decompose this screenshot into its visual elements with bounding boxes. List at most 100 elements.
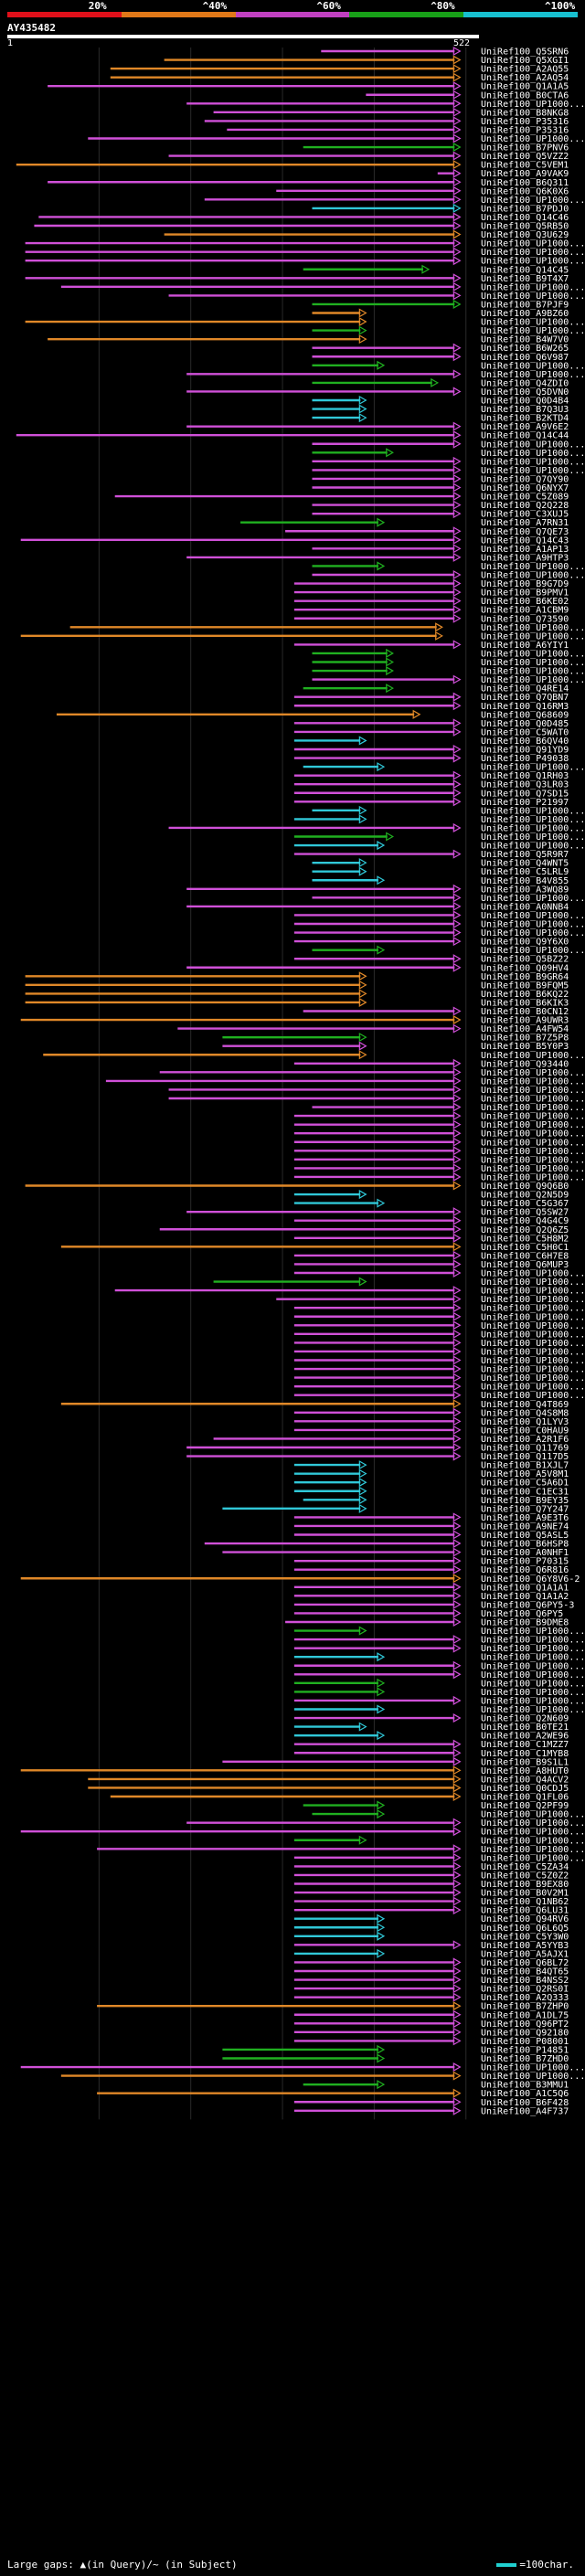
hit-label[interactable]: UniRef100_Q9Q6B0: [481, 1182, 569, 1192]
hit-label[interactable]: UniRef100_UP1000...: [481, 1373, 585, 1383]
hit-label[interactable]: UniRef100_UP1000...: [481, 675, 585, 685]
hit-label[interactable]: UniRef100_A2AQ55: [481, 65, 569, 75]
hit-label[interactable]: UniRef100_B4NSS2: [481, 1976, 569, 1986]
hit-label[interactable]: UniRef100_Q1A1A2: [481, 1592, 569, 1602]
hit-label[interactable]: UniRef100_Q6K0X6: [481, 186, 569, 196]
hit-label[interactable]: UniRef100_UP1000...: [481, 1068, 585, 1078]
hit-label[interactable]: UniRef100_Q1NB62: [481, 1897, 569, 1907]
hit-label[interactable]: UniRef100_B7PNV6: [481, 143, 569, 154]
hit-label[interactable]: UniRef100_C1EC31: [481, 1487, 569, 1497]
hit-label[interactable]: UniRef100_UP1000...: [481, 1845, 585, 1855]
hit-label[interactable]: UniRef100_UP1000...: [481, 1347, 585, 1357]
hit-label[interactable]: UniRef100_Q2N5D9: [481, 1191, 569, 1201]
hit-label[interactable]: UniRef100_B4W7V0: [481, 335, 569, 345]
hit-label[interactable]: UniRef100_UP1000...: [481, 134, 585, 144]
hit-label[interactable]: UniRef100_Q4RE14: [481, 684, 569, 694]
hit-label[interactable]: UniRef100_B0CN12: [481, 1007, 569, 1017]
hit-label[interactable]: UniRef100_Q7QY90: [481, 474, 569, 484]
hit-label[interactable]: UniRef100_UP1000...: [481, 920, 585, 930]
hit-label[interactable]: UniRef100_UP1000...: [481, 562, 585, 572]
hit-label[interactable]: UniRef100_B9S1L1: [481, 1757, 569, 1767]
hit-label[interactable]: UniRef100_P08001: [481, 2037, 569, 2047]
hit-label[interactable]: UniRef100_Q96PT2: [481, 2019, 569, 2030]
hit-label[interactable]: UniRef100_Q4ACV2: [481, 1775, 569, 1785]
hit-label[interactable]: UniRef100_UP1000...: [481, 1312, 585, 1322]
hit-label[interactable]: UniRef100_Q7QE73: [481, 527, 569, 537]
hit-label[interactable]: UniRef100_A4FW54: [481, 1024, 569, 1034]
hit-label[interactable]: UniRef100_UP1000...: [481, 1644, 585, 1654]
hit-label[interactable]: UniRef100_B9T4X7: [481, 274, 569, 284]
hit-label[interactable]: UniRef100_C5H0C1: [481, 1243, 569, 1253]
hit-label[interactable]: UniRef100_B9GR64: [481, 972, 569, 982]
hit-label[interactable]: UniRef100_UP1000...: [481, 1330, 585, 1340]
hit-label[interactable]: UniRef100_Q5RB50: [481, 222, 569, 232]
hit-label[interactable]: UniRef100_UP1000...: [481, 1095, 585, 1105]
hit-label[interactable]: UniRef100_UP1000...: [481, 1051, 585, 1061]
hit-label[interactable]: UniRef100_UP1000...: [481, 1321, 585, 1331]
hit-label[interactable]: UniRef100_P70315: [481, 1557, 569, 1567]
hit-label[interactable]: UniRef100_Q6R816: [481, 1565, 569, 1575]
hit-label[interactable]: UniRef100_UP1000...: [481, 623, 585, 633]
hit-label[interactable]: UniRef100_B9DME8: [481, 1618, 569, 1628]
hit-label[interactable]: UniRef100_Q7Y247: [481, 1504, 569, 1514]
hit-label[interactable]: UniRef100_A2AQ54: [481, 73, 569, 83]
hit-label[interactable]: UniRef100_P14851: [481, 2045, 569, 2055]
hit-label[interactable]: UniRef100_UP1000...: [481, 1705, 585, 1715]
hit-label[interactable]: UniRef100_UP1000...: [481, 440, 585, 450]
hit-label[interactable]: UniRef100_UP1000...: [481, 1304, 585, 1314]
hit-label[interactable]: UniRef100_UP1000...: [481, 1295, 585, 1305]
hit-label[interactable]: UniRef100_A9NE74: [481, 1521, 569, 1532]
hit-label[interactable]: UniRef100_UP1000...: [481, 466, 585, 476]
hit-label[interactable]: UniRef100_Q73590: [481, 614, 569, 624]
hit-label[interactable]: UniRef100_Q5BZ22: [481, 955, 569, 965]
hit-label[interactable]: UniRef100_A1DL75: [481, 2010, 569, 2020]
hit-label[interactable]: UniRef100_C5Z089: [481, 493, 569, 503]
hit-label[interactable]: UniRef100_Q3U629: [481, 230, 569, 240]
hit-label[interactable]: UniRef100_B7ZHP0: [481, 2002, 569, 2012]
hit-label[interactable]: UniRef100_Q14C45: [481, 265, 569, 275]
hit-label[interactable]: UniRef100_P49038: [481, 754, 569, 764]
hit-label[interactable]: UniRef100_UP1000...: [481, 1356, 585, 1366]
hit-label[interactable]: UniRef100_Q92180: [481, 2028, 569, 2038]
hit-label[interactable]: UniRef100_Q91YD9: [481, 746, 569, 756]
hit-label[interactable]: UniRef100_UP1000...: [481, 1661, 585, 1671]
hit-label[interactable]: UniRef100_C3XUJ5: [481, 510, 569, 520]
hit-label[interactable]: UniRef100_UP1000...: [481, 326, 585, 336]
hit-label[interactable]: UniRef100_Q5DVN0: [481, 387, 569, 398]
hit-label[interactable]: UniRef100_Q1A1A1: [481, 1583, 569, 1593]
hit-label[interactable]: UniRef100_Q2N609: [481, 1714, 569, 1724]
hit-label[interactable]: UniRef100_C1MZZ7: [481, 1740, 569, 1750]
hit-label[interactable]: UniRef100_C5ZA34: [481, 1862, 569, 1872]
hit-label[interactable]: UniRef100_Q2RS0I: [481, 1985, 569, 1995]
hit-label[interactable]: UniRef100_B7ZHD0: [481, 2054, 569, 2064]
hit-label[interactable]: UniRef100_UP1000...: [481, 196, 585, 206]
hit-label[interactable]: UniRef100_UP1000...: [481, 1853, 585, 1863]
hit-label[interactable]: UniRef100_UP1000...: [481, 1653, 585, 1663]
hit-label[interactable]: UniRef100_UP1000...: [481, 1627, 585, 1637]
hit-label[interactable]: UniRef100_Q5ASL5: [481, 1531, 569, 1541]
hit-label[interactable]: UniRef100_B7PDJ0: [481, 204, 569, 214]
hit-label[interactable]: UniRef100_UP1000...: [481, 457, 585, 467]
hit-label[interactable]: UniRef100_P35316: [481, 117, 569, 127]
hit-label[interactable]: UniRef100_A9E3T6: [481, 1513, 569, 1523]
hit-label[interactable]: UniRef100_A1C5Q6: [481, 2089, 569, 2099]
hit-label[interactable]: UniRef100_B6KIK3: [481, 998, 569, 1008]
hit-label[interactable]: UniRef100_B9PMV1: [481, 588, 569, 599]
hit-label[interactable]: UniRef100_UP1000...: [481, 1365, 585, 1375]
hit-label[interactable]: UniRef100_UP1000...: [481, 1269, 585, 1279]
hit-label[interactable]: UniRef100_UP1000...: [481, 449, 585, 459]
hit-label[interactable]: UniRef100_UP1000...: [481, 1103, 585, 1113]
hit-label[interactable]: UniRef100_UP1000...: [481, 1287, 585, 1297]
hit-label[interactable]: UniRef100_UP1000...: [481, 1277, 585, 1288]
hit-label[interactable]: UniRef100_UP1000...: [481, 1679, 585, 1689]
hit-label[interactable]: UniRef100_A0NHF1: [481, 1548, 569, 1558]
hit-label[interactable]: UniRef100_Q68609: [481, 710, 569, 720]
hit-label[interactable]: UniRef100_UP1000...: [481, 894, 585, 904]
hit-label[interactable]: UniRef100_B6Q311: [481, 178, 569, 188]
hit-label[interactable]: UniRef100_UP1000...: [481, 292, 585, 302]
hit-label[interactable]: UniRef100_UP1000...: [481, 318, 585, 328]
hit-label[interactable]: UniRef100_Q0CDJ5: [481, 1784, 569, 1794]
hit-label[interactable]: UniRef100_UP1000...: [481, 911, 585, 921]
hit-label[interactable]: UniRef100_Q2Q6Z5: [481, 1225, 569, 1235]
hit-label[interactable]: UniRef100_C5Y3W0: [481, 1932, 569, 1942]
